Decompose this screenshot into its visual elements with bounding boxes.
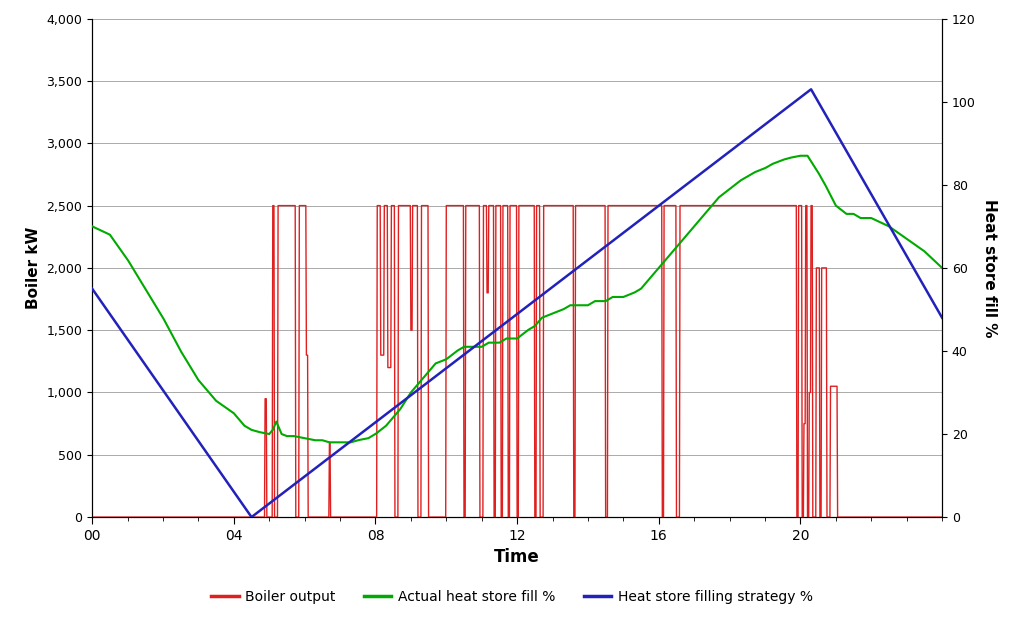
Legend: Boiler output, Actual heat store fill %, Heat store filling strategy %: Boiler output, Actual heat store fill %,…	[205, 585, 819, 610]
X-axis label: Time: Time	[495, 548, 540, 566]
Y-axis label: Boiler kW: Boiler kW	[26, 227, 41, 309]
Y-axis label: Heat store fill %: Heat store fill %	[982, 199, 996, 337]
